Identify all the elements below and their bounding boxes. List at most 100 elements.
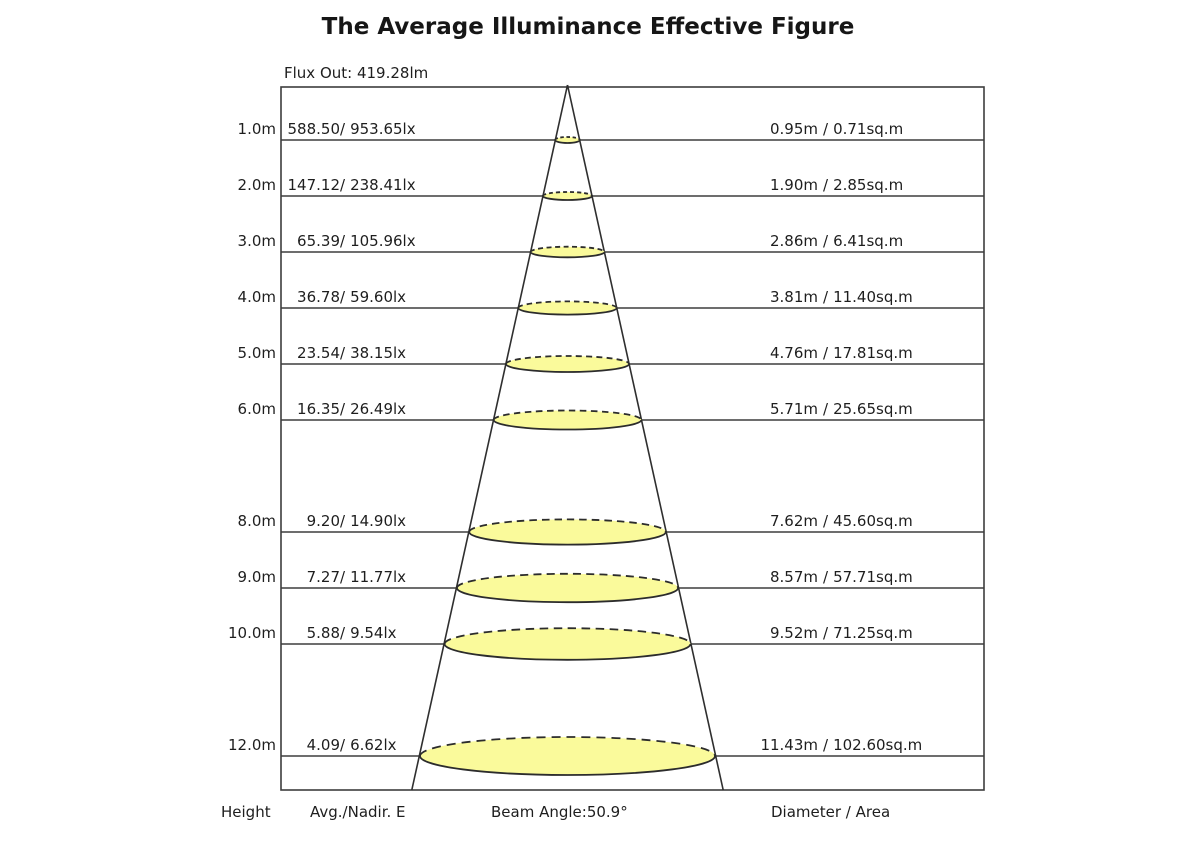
beam-area: 71.25sq.m	[833, 624, 913, 642]
slash-separator: /	[823, 120, 829, 138]
avg-lux: 588.50	[287, 120, 341, 138]
beam-diameter: 9.52m	[769, 624, 818, 642]
illuminance-ellipse-10m	[443, 627, 692, 661]
diameter-area-value: 4.76m /17.81sq.m	[718, 343, 913, 363]
beam-diameter: 2.86m	[769, 232, 818, 250]
illuminance-ellipse-1m	[554, 136, 581, 144]
beam-diameter: 3.81m	[769, 288, 818, 306]
beam-area: 6.41sq.m	[833, 232, 904, 250]
avg-nadir-value: 4.09/6.62lx	[284, 735, 397, 755]
height-value: 6.0m	[237, 400, 276, 418]
slash-separator: /	[823, 624, 829, 642]
height-row: 1.0m 588.50/953.65lx 0.95m/0.71sq.m	[0, 119, 1200, 139]
avg-lux: 65.39	[297, 232, 340, 250]
nadir-lux: 105.96lx	[350, 232, 416, 250]
height-row: 2.0m 147.12/238.41lx 1.90m/2.85sq.m	[0, 175, 1200, 195]
beam-area: 57.71sq.m	[833, 568, 913, 586]
beam-area: 0.71sq.m	[833, 120, 904, 138]
height-row: 9.0m 7.27/11.77lx 8.57m/57.71sq.m	[0, 567, 1200, 587]
slash-separator: /	[340, 120, 346, 138]
height-row: 8.0m 9.20/14.90lx 7.62m/45.60sq.m	[0, 511, 1200, 531]
flux-out-label: Flux Out: 419.28lm	[284, 64, 429, 82]
avg-nadir-value: 147.12/238.41lx	[284, 175, 416, 195]
slash-separator: /	[340, 176, 346, 194]
beam-cone-outline	[411, 84, 724, 791]
avg-lux: 4.09	[306, 736, 340, 754]
height-value: 10.0m	[227, 624, 276, 642]
beam-area: 45.60sq.m	[833, 512, 913, 530]
avg-nadir-value: 7.27/11.77lx	[284, 567, 406, 587]
avg-nadir-value: 36.78/59.60lx	[284, 287, 406, 307]
slash-separator: /	[340, 288, 346, 306]
beam-diameter: 1.90m	[769, 176, 818, 194]
beam-diameter: 0.95m	[769, 120, 818, 138]
slash-separator: /	[823, 288, 829, 306]
illuminance-ellipse-4m	[517, 300, 618, 316]
illuminance-ellipse-8m	[468, 518, 667, 546]
avg-nadir-value: 5.88/9.54lx	[284, 623, 397, 643]
slash-separator: /	[340, 624, 346, 642]
beam-diameter: 5.71m	[769, 400, 818, 418]
footer-beam-angle-label: Beam Angle:50.9°	[491, 803, 628, 821]
height-row: 3.0m 65.39/105.96lx 2.86m/6.41sq.m	[0, 231, 1200, 251]
illuminance-ellipse-5m	[505, 355, 630, 373]
diameter-area-value: 2.86m /6.41sq.m	[718, 231, 903, 251]
beam-diameter: 11.43m	[760, 736, 818, 754]
slash-separator: /	[823, 176, 829, 194]
illuminance-ellipse-3m	[529, 245, 606, 259]
height-value: 4.0m	[237, 288, 276, 306]
diameter-area-value: 0.95m /0.71sq.m	[718, 119, 903, 139]
diameter-area-value: 9.52m /71.25sq.m	[718, 623, 913, 643]
nadir-lux: 11.77lx	[350, 568, 407, 586]
beam-diameter: 7.62m	[769, 512, 818, 530]
diameter-area-value: 8.57m /57.71sq.m	[718, 567, 913, 587]
nadir-lux: 6.62lx	[350, 736, 397, 754]
slash-separator: /	[340, 232, 346, 250]
avg-lux: 9.20	[306, 512, 340, 530]
height-row: 4.0m 36.78/59.60lx 3.81m/11.40sq.m	[0, 287, 1200, 307]
beam-area: 17.81sq.m	[833, 344, 913, 362]
illuminance-ellipse-12m	[419, 736, 716, 776]
slash-separator: /	[340, 344, 346, 362]
height-value: 12.0m	[227, 736, 276, 754]
slash-separator: /	[340, 512, 346, 530]
avg-nadir-value: 23.54/38.15lx	[284, 343, 406, 363]
diameter-area-value: 5.71m /25.65sq.m	[718, 399, 913, 419]
slash-separator: /	[823, 512, 829, 530]
height-value: 9.0m	[237, 568, 276, 586]
height-value: 2.0m	[237, 176, 276, 194]
height-row: 12.0m 4.09/6.62lx 11.43m/102.60sq.m	[0, 735, 1200, 755]
page-title: The Average Illuminance Effective Figure	[321, 14, 855, 40]
avg-lux: 16.35	[297, 400, 340, 418]
avg-nadir-value: 588.50/953.65lx	[284, 119, 416, 139]
height-row: 6.0m 16.35/26.49lx 5.71m/25.65sq.m	[0, 399, 1200, 419]
slash-separator: /	[823, 400, 829, 418]
beam-area: 11.40sq.m	[833, 288, 913, 306]
nadir-lux: 38.15lx	[350, 344, 407, 362]
footer-diameter-area-label: Diameter / Area	[771, 803, 891, 821]
beam-area: 102.60sq.m	[833, 736, 923, 754]
avg-lux: 5.88	[306, 624, 340, 642]
footer-avg-nadir-label: Avg./Nadir. E	[310, 803, 406, 821]
avg-lux: 7.27	[306, 568, 340, 586]
diameter-area-value: 1.90m /2.85sq.m	[718, 175, 903, 195]
avg-lux: 36.78	[297, 288, 340, 306]
height-value: 8.0m	[237, 512, 276, 530]
height-value: 1.0m	[237, 120, 276, 138]
diameter-area-value: 11.43m /102.60sq.m	[718, 735, 922, 755]
nadir-lux: 59.60lx	[350, 288, 407, 306]
slash-separator: /	[823, 344, 829, 362]
illuminance-ellipse-2m	[542, 191, 593, 201]
nadir-lux: 26.49lx	[350, 400, 407, 418]
slash-separator: /	[340, 568, 346, 586]
avg-lux: 147.12	[287, 176, 341, 194]
illuminance-ellipses	[419, 136, 716, 776]
nadir-lux: 9.54lx	[350, 624, 397, 642]
nadir-lux: 953.65lx	[350, 120, 416, 138]
height-row: 5.0m 23.54/38.15lx 4.76m/17.81sq.m	[0, 343, 1200, 363]
diameter-area-value: 7.62m /45.60sq.m	[718, 511, 913, 531]
slash-separator: /	[340, 400, 346, 418]
slash-separator: /	[340, 736, 346, 754]
illuminance-ellipse-9m	[456, 572, 679, 604]
